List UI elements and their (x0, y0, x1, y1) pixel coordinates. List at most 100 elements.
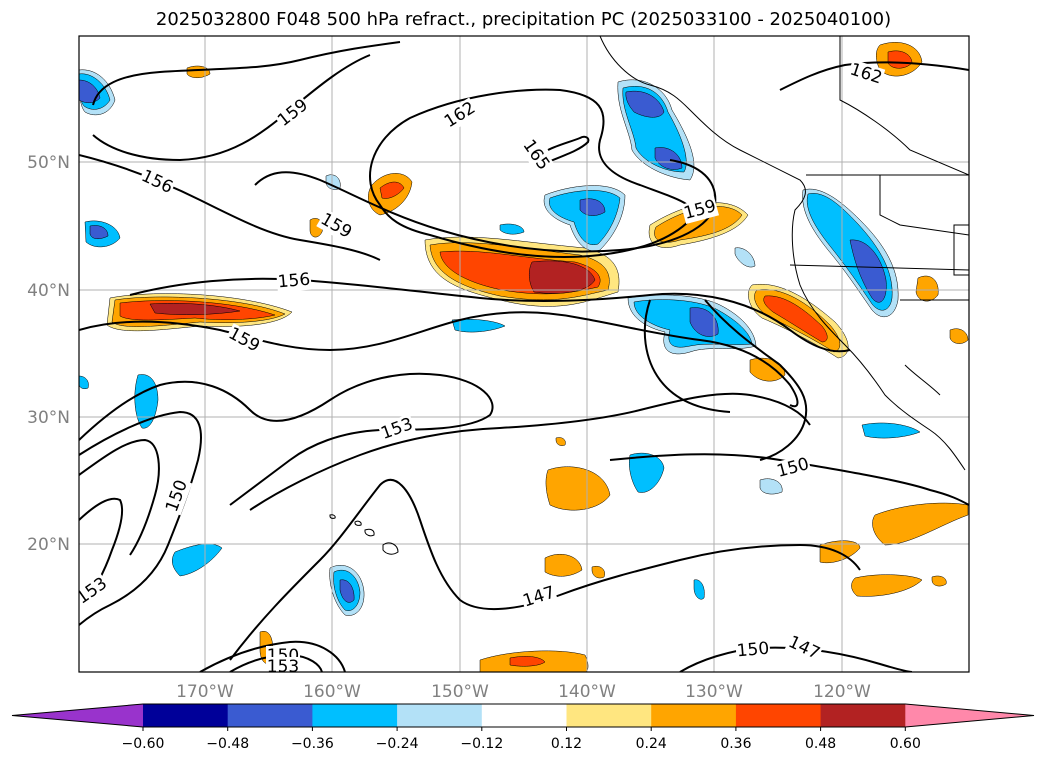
contour-159-north (92, 54, 371, 162)
contour-label-background (276, 269, 312, 293)
negative-anomaly-region (579, 198, 606, 216)
contour-156-east (779, 61, 969, 91)
negative-anomaly-region (89, 225, 109, 239)
contour-label-background (224, 323, 264, 357)
colorbar-tick-label: 0.12 (551, 736, 582, 752)
contour-label-background (784, 631, 824, 665)
contour-label: 153 (267, 657, 299, 677)
colorbar-bin (566, 704, 652, 727)
colorbar-tick-label: 0.24 (636, 736, 667, 752)
lon-label: 150°W (431, 682, 489, 702)
colorbar: −0.60 −0.48 −0.36 −0.24 −0.12 0.12 0.24 0.36 0.4… (11, 703, 1035, 752)
positive-anomaly-region (379, 181, 405, 199)
colorbar-bin (481, 704, 567, 727)
contour-label-background (519, 582, 559, 612)
contour-147 (229, 478, 861, 661)
negative-anomaly-region (849, 239, 887, 303)
contour-label: 150 (736, 639, 770, 662)
contour-lines (79, 41, 969, 672)
colorbar-extend-high (905, 704, 1034, 727)
shading-layer (79, 42, 969, 672)
contour-162-north (92, 41, 401, 106)
positive-anomaly-region (915, 275, 939, 302)
contour-153-north (79, 372, 494, 506)
contour-east-ridge (704, 299, 808, 461)
longitude-labels: 170°W 160°W 150°W 140°W 130°W 120°W (176, 682, 871, 702)
contour-150-east (609, 453, 969, 506)
contour-label-background (440, 97, 480, 133)
positive-anomaly-region (529, 260, 596, 294)
lat-label: 40°N (27, 281, 70, 301)
contour-label-background (273, 94, 313, 132)
positive-anomaly-region (555, 437, 566, 446)
contour-153-mid (249, 392, 811, 511)
colorbar-bin (397, 704, 483, 727)
colorbar-bin (735, 704, 822, 727)
contour-165 (547, 135, 590, 163)
contour-label-background (377, 413, 417, 445)
colorbar-tick-label: 0.48 (805, 736, 836, 752)
colorbar-tick-label: −0.60 (122, 736, 165, 752)
colorbar-bin (820, 704, 906, 727)
negative-anomaly-region (451, 319, 506, 333)
contour-150-loop (79, 438, 160, 556)
colorbar-bin (227, 704, 313, 727)
negative-anomaly-region (734, 247, 756, 268)
contour-159-east (643, 299, 731, 413)
coastlines (599, 36, 969, 471)
negative-anomaly-region (79, 79, 101, 103)
map-frame (78, 35, 970, 673)
positive-anomaly-region (949, 328, 969, 344)
contour-label: 156 (277, 270, 311, 293)
contour-label-background (137, 165, 177, 199)
contour-label-background (79, 573, 112, 609)
latitude-labels: 50°N 40°N 30°N 20°N (27, 153, 70, 555)
contour-label-background (161, 476, 193, 516)
negative-anomaly-region (625, 90, 665, 118)
positive-anomaly-region (872, 502, 969, 546)
colorbar-tick-label: 0.60 (890, 736, 921, 752)
contour-159-south (79, 311, 799, 408)
positive-anomaly-region (149, 303, 241, 315)
negative-anomaly-region (759, 478, 783, 495)
positive-anomaly-region (819, 540, 861, 564)
colorbar-bin (143, 704, 229, 727)
lon-label: 130°W (685, 682, 743, 702)
map-background (79, 36, 969, 672)
lat-label: 50°N (27, 153, 70, 173)
negative-anomaly-region (339, 579, 355, 603)
colorbar-bin (651, 704, 737, 727)
plot-title: 2025032800 F048 500 hPa refract., precip… (155, 9, 892, 30)
positive-anomaly-region (591, 566, 605, 579)
contour-label-background (680, 195, 720, 225)
negative-anomaly-region (689, 307, 719, 337)
colorbar-tick-label: −0.24 (376, 736, 419, 752)
contour-label-background (846, 59, 886, 89)
lon-label: 140°W (558, 682, 616, 702)
contour-label-background (735, 638, 771, 662)
colorbar-bin (312, 704, 398, 727)
positive-anomaly-region (763, 295, 828, 343)
colorbar-tick-label: 0.36 (720, 736, 751, 752)
lon-label: 120°W (813, 682, 871, 702)
positive-anomaly-region (931, 575, 947, 587)
colorbar-tick-label: −0.12 (460, 736, 503, 752)
contour-162-loop (369, 88, 694, 259)
lat-label: 20°N (27, 535, 70, 555)
lon-label: 160°W (303, 682, 361, 702)
positive-anomaly-region (509, 656, 546, 667)
contour-label-background (518, 135, 554, 175)
contour-156-north (79, 154, 381, 261)
negative-anomaly-region (629, 452, 665, 493)
positive-anomaly-region (544, 554, 583, 577)
positive-anomaly-region (545, 466, 611, 511)
contour-label-background (266, 657, 300, 672)
colorbar-extend-low (12, 704, 143, 727)
positive-anomaly-region (851, 574, 923, 597)
negative-anomaly-region (861, 422, 921, 439)
negative-anomaly-region (693, 579, 705, 600)
positive-anomaly-region (749, 357, 786, 382)
contour-label-background (316, 208, 356, 244)
